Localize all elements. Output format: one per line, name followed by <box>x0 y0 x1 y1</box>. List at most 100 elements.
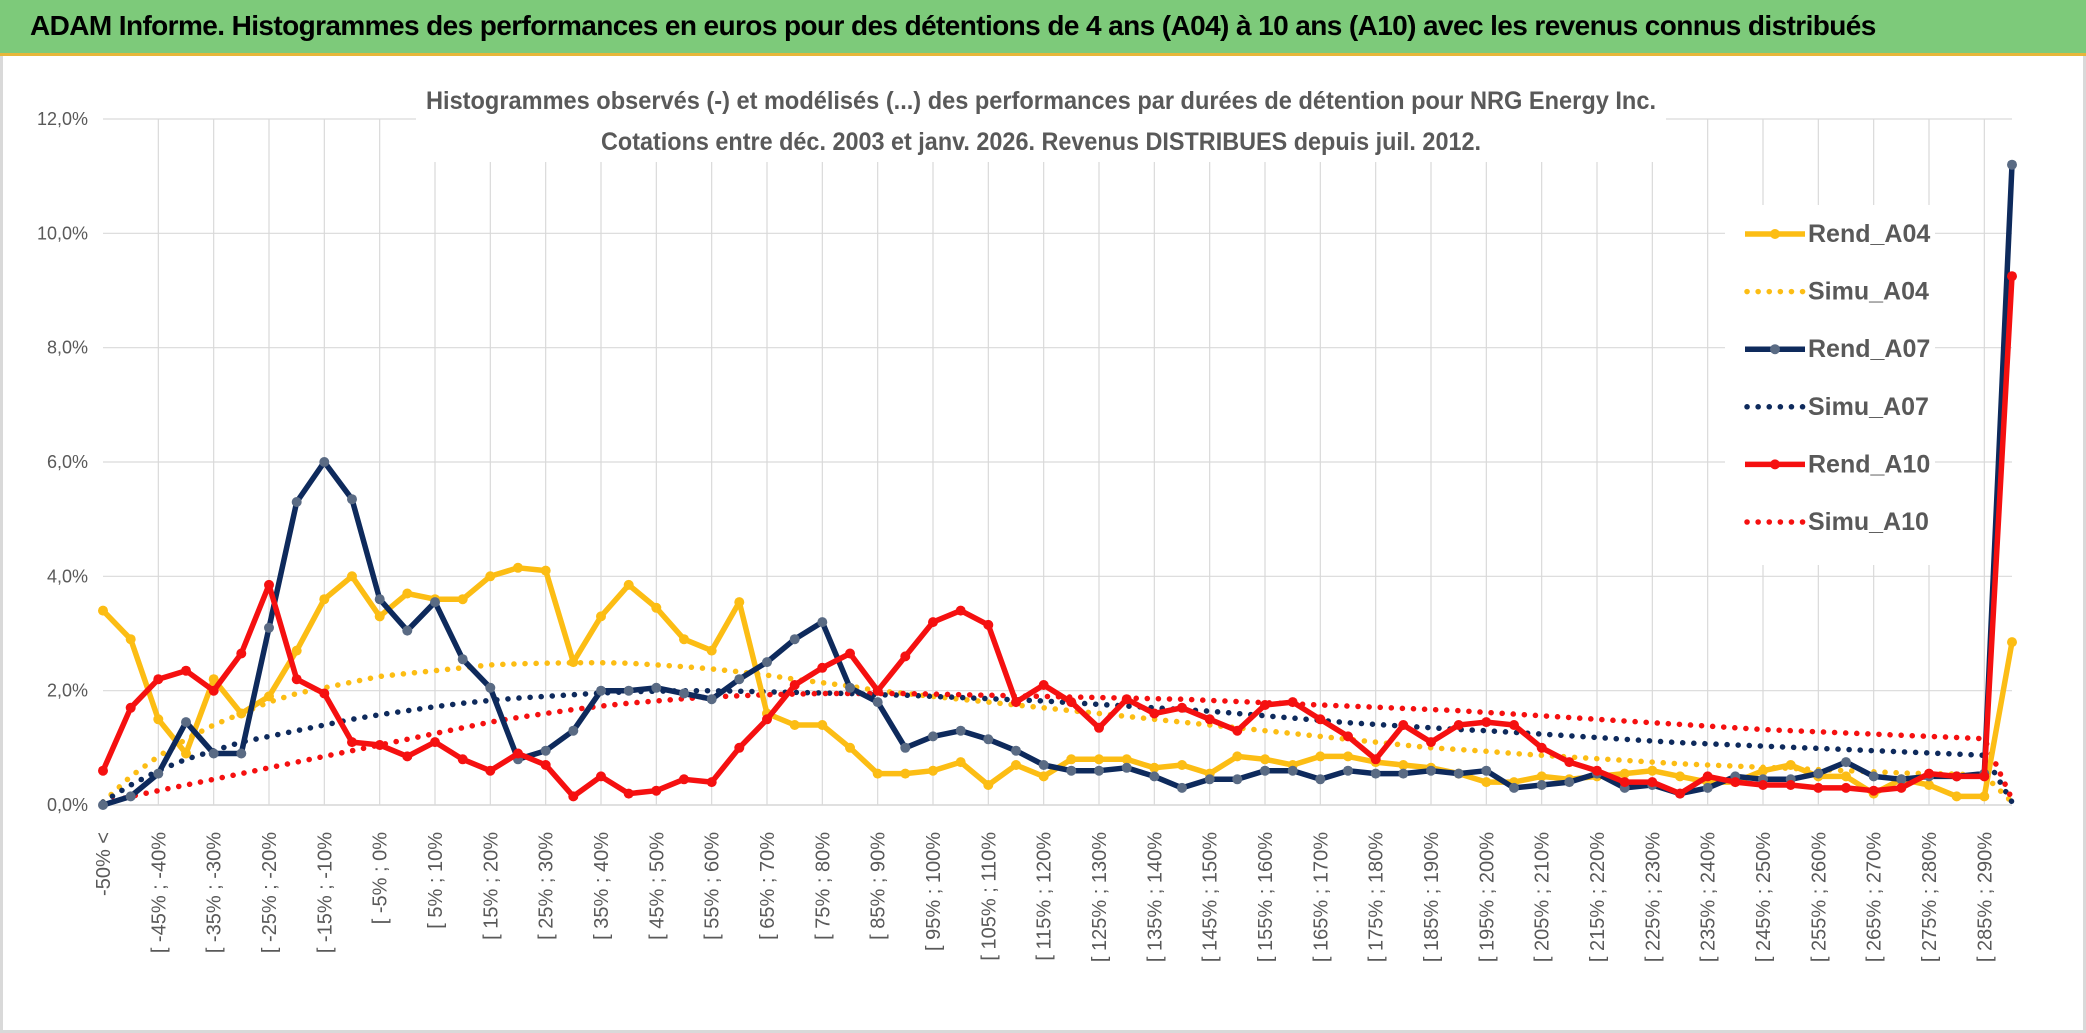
data-point-rend-a07 <box>679 688 689 699</box>
x-tick-label: [ 75% ; 80% <box>812 832 834 940</box>
data-point-rend-a07 <box>291 497 302 507</box>
data-point-rend-a07 <box>734 674 745 685</box>
data-point-rend-a04 <box>1149 762 1160 773</box>
legend-label-rend-a10: Rend_A10 <box>1808 450 1930 478</box>
x-tick-label: [ 165% ; 170% <box>1310 832 1332 962</box>
x-tick-label: [ -45% ; -40% <box>148 832 170 953</box>
data-point-rend-a04 <box>900 768 911 779</box>
data-point-rend-a10 <box>1841 782 1851 793</box>
legend-label-simu-a10: Simu_A10 <box>1808 508 1929 536</box>
data-point-rend-a10 <box>1592 765 1602 776</box>
data-point-rend-a07 <box>1481 765 1492 776</box>
data-point-rend-a04 <box>264 691 274 702</box>
data-point-rend-a04 <box>596 611 606 622</box>
data-point-rend-a07 <box>1702 782 1713 793</box>
data-point-rend-a07 <box>1038 760 1049 770</box>
data-point-rend-a07 <box>1536 780 1547 790</box>
data-point-rend-a07 <box>1149 771 1160 782</box>
x-tick-label: [ 45% ; 50% <box>646 832 668 940</box>
data-point-rend-a04 <box>485 571 496 582</box>
data-point-rend-a07 <box>430 597 440 608</box>
data-point-rend-a10 <box>1647 777 1658 788</box>
x-tick-label: [ 175% ; 180% <box>1366 832 1388 962</box>
report-title: ADAM Informe. Histogrammes des performan… <box>30 10 1876 41</box>
data-point-rend-a04 <box>1094 754 1104 765</box>
data-point-rend-a10 <box>1177 702 1187 713</box>
data-point-rend-a10 <box>1702 771 1713 782</box>
x-tick-label: [ 15% ; 20% <box>480 832 502 940</box>
data-point-rend-a07 <box>845 682 855 693</box>
x-tick-label: [ 235% ; 240% <box>1698 832 1720 962</box>
x-tick-label: [ 65% ; 70% <box>757 832 779 940</box>
data-point-rend-a10 <box>900 651 911 662</box>
data-point-rend-a07 <box>540 745 551 756</box>
data-point-rend-a07 <box>1204 774 1215 785</box>
x-tick-label: [ 205% ; 210% <box>1532 832 1554 962</box>
data-point-rend-a10 <box>1785 780 1796 790</box>
y-tick-label: 8,0% <box>47 338 88 358</box>
x-tick-label: [ 85% ; 90% <box>868 832 890 940</box>
x-tick-label: [ 135% ; 140% <box>1144 832 1166 962</box>
data-point-rend-a07 <box>1813 768 1824 779</box>
data-point-rend-a10 <box>1453 720 1464 730</box>
x-tick-label: [ 215% ; 220% <box>1587 832 1609 962</box>
data-point-rend-a04 <box>208 674 219 685</box>
data-point-rend-a07 <box>1453 768 1464 779</box>
data-point-rend-a10 <box>1232 725 1243 736</box>
data-point-rend-a04 <box>1011 760 1021 770</box>
data-point-rend-a04 <box>845 742 855 753</box>
data-point-rend-a10 <box>789 680 800 690</box>
data-point-rend-a04 <box>402 588 413 599</box>
data-point-rend-a10 <box>402 751 413 762</box>
x-tick-label: [ 225% ; 230% <box>1642 832 1664 962</box>
x-tick-label: [ 35% ; 40% <box>591 832 613 940</box>
chart-subtitle: Cotations entre déc. 2003 et janv. 2026.… <box>601 128 1481 156</box>
data-point-rend-a07 <box>1896 774 1907 785</box>
data-point-rend-a07 <box>236 748 247 759</box>
data-point-rend-a04 <box>457 594 468 605</box>
data-point-rend-a07 <box>1868 771 1879 782</box>
series-line-rend-a10 <box>100 273 2015 800</box>
data-point-rend-a07 <box>596 685 606 696</box>
y-tick-label: 2,0% <box>47 681 88 701</box>
data-point-rend-a04 <box>153 714 164 725</box>
data-point-rend-a10 <box>1536 742 1547 753</box>
data-point-rend-a04 <box>125 634 136 645</box>
y-tick-label: 10,0% <box>37 223 88 243</box>
data-point-rend-a07 <box>181 717 191 728</box>
data-point-rend-a04 <box>181 748 191 759</box>
x-tick-label: [ 275% ; 280% <box>1919 832 1941 962</box>
data-point-rend-a04 <box>374 611 385 622</box>
legend-label-rend-a04: Rend_A04 <box>1808 220 1930 248</box>
data-point-rend-a10 <box>1066 697 1077 708</box>
data-point-rend-a10 <box>457 754 468 765</box>
data-point-rend-a10 <box>485 765 496 776</box>
data-point-rend-a10 <box>872 685 883 696</box>
data-point-rend-a10 <box>1896 782 1907 793</box>
legend-marker-rend-a10 <box>1770 459 1780 470</box>
data-point-rend-a04 <box>347 571 357 582</box>
data-point-rend-a07 <box>374 594 385 605</box>
data-point-rend-a04 <box>1675 771 1685 782</box>
data-point-rend-a10 <box>125 702 136 713</box>
data-point-rend-a10 <box>983 619 994 630</box>
data-point-rend-a04 <box>1121 754 1132 765</box>
data-point-rend-a10 <box>1730 777 1741 788</box>
data-point-rend-a04 <box>789 720 800 730</box>
data-point-rend-a07 <box>1094 765 1104 776</box>
data-point-rend-a10 <box>845 648 855 659</box>
data-point-rend-a10 <box>817 662 828 673</box>
x-tick-label: [ 95% ; 100% <box>923 832 945 951</box>
data-point-rend-a07 <box>208 748 219 759</box>
x-tick-label: [ 185% ; 190% <box>1421 832 1443 962</box>
data-point-rend-a07 <box>1343 765 1353 776</box>
data-point-rend-a10 <box>1315 714 1326 725</box>
data-point-rend-a07 <box>1564 777 1575 788</box>
data-point-rend-a07 <box>457 654 468 665</box>
data-point-rend-a07 <box>1509 782 1519 793</box>
report-banner: ADAM Informe. Histogrammes des performan… <box>0 0 2086 56</box>
data-point-rend-a10 <box>1370 754 1381 765</box>
legend-marker-rend-a07 <box>1770 344 1780 355</box>
data-point-rend-a04 <box>1260 754 1270 765</box>
data-point-rend-a07 <box>2007 159 2017 170</box>
